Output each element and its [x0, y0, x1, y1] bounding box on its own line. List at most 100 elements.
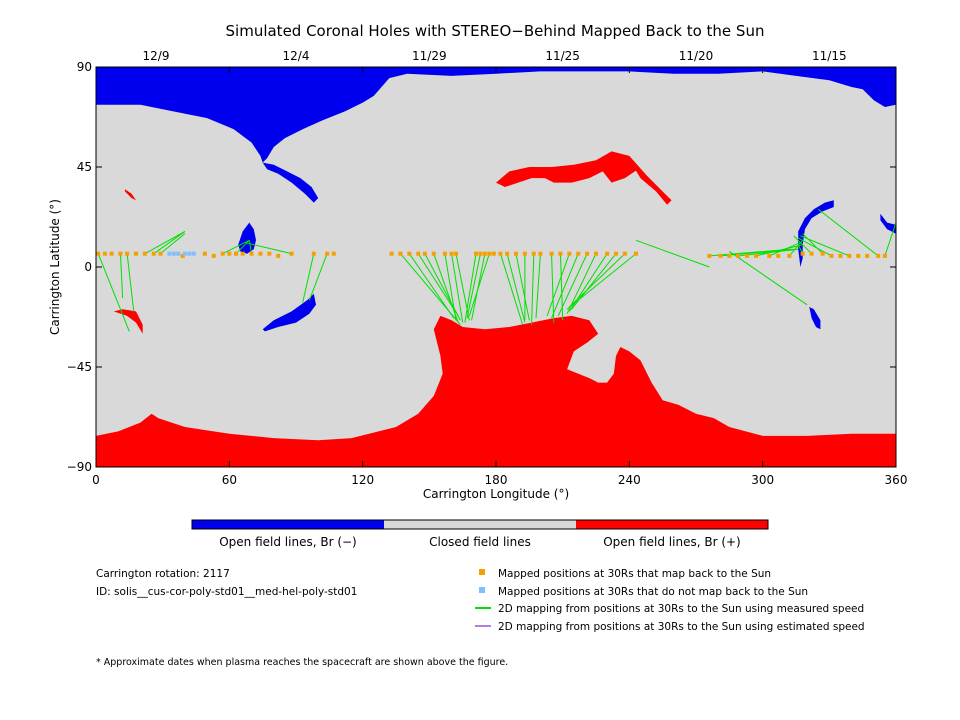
mapped-point	[800, 251, 805, 256]
colorbar-label-positive: Open field lines, Br (+)	[603, 535, 741, 549]
mapped-point	[754, 253, 758, 258]
north-hole-tendril	[262, 162, 319, 203]
mapped-point	[538, 251, 543, 256]
y-tick-label: 45	[77, 160, 92, 174]
mapped-point	[576, 251, 581, 256]
mapped-point	[240, 251, 245, 256]
mapped-point	[416, 251, 421, 256]
mapped-point	[158, 251, 163, 256]
y-tick-label: 0	[84, 260, 92, 274]
lower-left-neg-hole	[262, 293, 316, 332]
measured-mapping-line	[729, 251, 808, 306]
x-tick-label: 60	[222, 473, 237, 487]
legend-measured-label: 2D mapping from positions at 30Rs to the…	[498, 603, 864, 615]
mapped-point	[142, 251, 147, 256]
legend-unmapped-marker	[479, 587, 485, 593]
measured-mapping-line	[551, 253, 579, 319]
north-polar-hole	[96, 67, 896, 163]
north-pos-tendril	[629, 155, 672, 205]
legend-mapped-label: Mapped positions at 30Rs that map back t…	[498, 568, 771, 580]
measured-mapping-line	[802, 233, 824, 255]
unmapped-point	[171, 251, 176, 256]
mapped-point	[311, 251, 316, 256]
colorbar-label-negative: Open field lines, Br (−)	[219, 535, 357, 549]
colorbar-closed	[384, 520, 576, 529]
mapped-point	[487, 251, 492, 256]
measured-mapping-line	[444, 253, 457, 321]
mapped-point	[856, 253, 861, 258]
mapped-point	[258, 251, 263, 256]
mapped-point	[267, 251, 272, 256]
mapped-point	[491, 251, 496, 256]
mapped-point	[125, 251, 130, 256]
model-id: ID: solis__cus-cor-poly-std01__med-hel-p…	[96, 586, 357, 598]
measured-mapping-line	[308, 253, 328, 301]
mapped-point	[389, 251, 394, 256]
mapped-point	[118, 251, 123, 256]
colorbar-positive	[576, 520, 768, 529]
colorbar: Open field lines, Br (−) Closed field li…	[191, 519, 769, 549]
legend-mapped-marker	[479, 569, 485, 575]
mapped-point	[727, 253, 732, 258]
south-polar-hole	[96, 315, 896, 467]
mapped-points	[96, 251, 887, 258]
measured-mapping-line	[506, 253, 526, 323]
mapped-point	[865, 253, 870, 258]
mapped-point	[767, 253, 772, 258]
mapped-point	[325, 251, 330, 256]
measured-mapping-line	[244, 242, 292, 255]
y-tick-label: 90	[77, 60, 92, 74]
top-date-label: 11/20	[679, 49, 714, 63]
mapped-point	[787, 253, 792, 258]
mapped-point	[234, 251, 238, 256]
mapped-point	[876, 253, 881, 258]
measured-mapping-line	[126, 253, 135, 312]
measured-mapping-line	[466, 253, 481, 319]
mid-left-neg-hole	[238, 222, 256, 254]
measured-mapping-line	[499, 253, 524, 325]
mapped-point	[102, 251, 107, 256]
mapped-point	[605, 251, 610, 256]
measured-mapping-line	[160, 233, 186, 255]
mapped-point	[422, 251, 427, 256]
measured-mapping-line	[153, 231, 186, 255]
top-date-label: 11/25	[545, 49, 580, 63]
mapped-point	[276, 253, 281, 258]
left-pos-hole	[113, 309, 143, 334]
measured-mapping-line	[248, 240, 253, 254]
mapped-point	[474, 251, 478, 256]
measured-mapping-line	[408, 253, 455, 319]
mapped-point	[482, 251, 487, 256]
mapped-point	[398, 251, 403, 256]
measured-mapping-line	[568, 253, 626, 308]
mapped-point	[134, 251, 138, 256]
measured-mapping-line	[755, 244, 803, 257]
measured-mapping-line	[302, 253, 315, 303]
mapped-point	[442, 251, 447, 256]
mapped-point	[882, 253, 887, 258]
top-date-label: 11/15	[812, 49, 847, 63]
measured-mapping-line	[559, 253, 564, 321]
small-pos-spot	[124, 189, 136, 201]
mapped-point	[718, 253, 723, 258]
y-tick-label: −45	[67, 360, 92, 374]
mapped-point	[478, 251, 483, 256]
measured-mapping-line	[884, 222, 897, 257]
mapped-point	[211, 253, 216, 258]
mapped-point	[289, 251, 294, 256]
mapped-point	[707, 253, 712, 258]
mapped-point	[622, 251, 627, 256]
unmapped-point	[167, 251, 172, 256]
mapped-point	[449, 251, 454, 256]
mapped-point	[531, 251, 536, 256]
right-neg-lobe	[809, 307, 821, 330]
x-tick-label: 300	[751, 473, 774, 487]
x-axis-label: Carrington Longitude (°)	[423, 487, 569, 501]
mapped-point	[838, 253, 843, 258]
mapped-point	[776, 253, 781, 258]
mapped-point	[634, 251, 638, 256]
measured-mapping-line	[800, 235, 850, 257]
colorbar-negative	[192, 520, 384, 529]
y-axis-label: Carrington Latitude (°)	[48, 199, 62, 335]
